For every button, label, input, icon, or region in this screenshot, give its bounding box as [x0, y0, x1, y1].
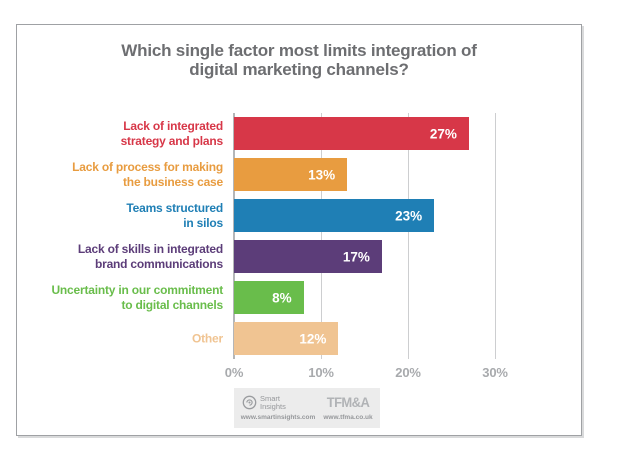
- tfma-logo-text: TFM&A: [326, 394, 370, 411]
- bar-row: Lack of process for making the business c…: [17, 158, 581, 191]
- category-label: Lack of integrated strategy and plans: [120, 118, 224, 148]
- gridline: [321, 113, 322, 359]
- bar: 13%: [234, 158, 348, 191]
- chart-title-line2: digital marketing channels?: [189, 60, 409, 79]
- bar: 27%: [234, 117, 469, 150]
- x-tick-label: 30%: [482, 365, 508, 380]
- chart-title: Which single factor most limits integrat…: [17, 41, 581, 79]
- bar-value-label: 13%: [308, 167, 336, 182]
- smart-insights-name: Smart Insights: [260, 395, 286, 411]
- tfma-url: www.tfma.co.uk: [323, 414, 373, 421]
- x-tick-label: 20%: [395, 365, 421, 380]
- category-label: Lack of skills in integrated brand commun…: [77, 241, 223, 271]
- bar-row: Other 12%: [17, 322, 581, 355]
- smart-insights-name-line1: Smart: [260, 394, 281, 403]
- bar-chart-plot-area: Lack of integrated strategy and plans 27% L…: [17, 25, 581, 435]
- axis-zero-line: [233, 113, 235, 359]
- x-tick-label: 0%: [224, 365, 244, 380]
- bar-row: Lack of integrated strategy and plans 27%: [17, 117, 581, 150]
- bar-row: Lack of skills in integrated brand commun…: [17, 240, 581, 273]
- gridline: [408, 113, 409, 359]
- category-label: Teams structured in silos: [126, 200, 223, 230]
- bar: 17%: [234, 240, 382, 273]
- bar: 12%: [234, 322, 339, 355]
- bar-value-label: 23%: [395, 208, 423, 223]
- smart-insights-logo: Smart Insights www.smartinsights.com: [240, 392, 316, 426]
- smart-insights-url: www.smartinsights.com: [240, 414, 316, 421]
- bar: 8%: [234, 281, 304, 314]
- x-tick-label: 10%: [308, 365, 334, 380]
- bar-value-label: 12%: [299, 331, 327, 346]
- gridline: [495, 113, 496, 359]
- chart-title-line1: Which single factor most limits integrat…: [121, 41, 477, 60]
- bar-row: Uncertainty in our commitment to digital …: [17, 281, 581, 314]
- smart-insights-name-line2: Insights: [260, 402, 286, 411]
- bar-row: Teams structured in silos 23%: [17, 199, 581, 232]
- category-label: Other: [191, 331, 223, 345]
- tfma-logo: TFM&A www.tfma.co.uk: [320, 392, 376, 426]
- smart-insights-logo-icon: [242, 395, 257, 410]
- bar-value-label: 8%: [272, 290, 292, 305]
- category-label: Uncertainty in our commitment to digital …: [51, 282, 223, 312]
- bar-value-label: 17%: [342, 249, 370, 264]
- bar: 23%: [234, 199, 435, 232]
- footer-logo-box: Smart Insights www.smartinsights.com TFM…: [234, 388, 380, 428]
- bar-value-label: 27%: [429, 126, 457, 141]
- chart-panel: Which single factor most limits integrat…: [16, 24, 582, 436]
- category-label: Lack of process for making the business c…: [72, 159, 223, 189]
